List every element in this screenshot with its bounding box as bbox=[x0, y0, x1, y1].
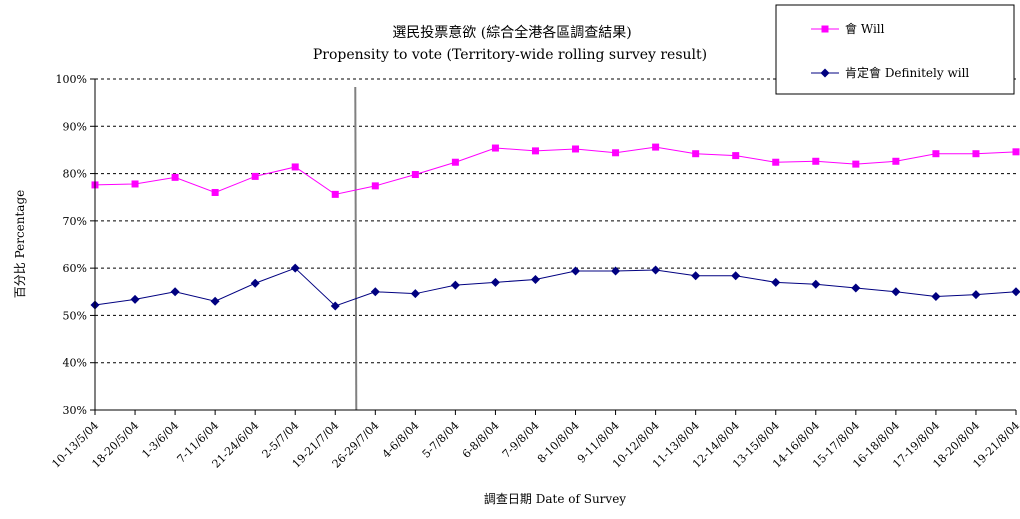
data-point bbox=[130, 294, 140, 304]
survey-divider-line bbox=[354, 86, 358, 411]
data-point bbox=[450, 280, 460, 290]
data-point bbox=[732, 152, 740, 160]
data-point bbox=[131, 180, 139, 188]
data-point bbox=[170, 287, 180, 297]
x-tick-label: 8-10/8/04 bbox=[535, 419, 582, 466]
axes bbox=[94, 79, 1016, 411]
data-point bbox=[611, 266, 621, 276]
chart-title: 選民投票意欲 (綜合全港各區調查結果) bbox=[392, 24, 631, 41]
legend-marker bbox=[820, 68, 830, 78]
legend-entry: 肯定會 Definitely will bbox=[811, 65, 969, 80]
legend-label: 肯定會 Definitely will bbox=[845, 65, 969, 80]
legend-marker bbox=[821, 25, 829, 33]
x-axis-label: 調查日期 Date of Survey bbox=[484, 492, 626, 506]
x-tick-label: 1-3/6/04 bbox=[139, 419, 181, 461]
data-point bbox=[931, 292, 941, 302]
x-axis-ticks: 10-13/5/0418-20/5/041-3/6/047-11/6/0421-… bbox=[49, 410, 1020, 471]
legend-label: 會 Will bbox=[845, 22, 885, 36]
data-point bbox=[531, 147, 539, 155]
legend: 會 Will 肯定會 Definitely will bbox=[775, 4, 1015, 95]
series-lines bbox=[90, 143, 1020, 311]
y-axis-ticks: 30% 40% 50% 60% 70% 80% 90% 100% bbox=[56, 73, 95, 417]
data-point bbox=[651, 265, 661, 275]
y-tick-label: 60% bbox=[63, 262, 87, 275]
data-point bbox=[211, 188, 219, 196]
chart-subtitle: Propensity to vote (Territory-wide rolli… bbox=[313, 47, 707, 63]
gridlines bbox=[95, 78, 1016, 364]
y-tick-label: 100% bbox=[56, 73, 87, 86]
data-point bbox=[251, 172, 259, 180]
data-point bbox=[530, 274, 540, 284]
data-point bbox=[932, 150, 940, 158]
data-point bbox=[852, 160, 860, 168]
data-point bbox=[250, 278, 260, 288]
y-tick-label: 70% bbox=[63, 215, 87, 228]
data-point bbox=[972, 150, 980, 158]
data-point bbox=[572, 145, 580, 153]
data-point bbox=[812, 157, 820, 165]
series-line bbox=[94, 146, 1017, 195]
data-point bbox=[291, 163, 299, 171]
x-tick-label: 7-9/8/04 bbox=[500, 419, 542, 461]
y-tick-label: 40% bbox=[63, 357, 87, 370]
data-point bbox=[370, 287, 380, 297]
x-tick-label: 2-5/7/04 bbox=[260, 419, 302, 461]
y-tick-label: 50% bbox=[63, 309, 87, 322]
data-point bbox=[771, 277, 781, 287]
legend-entry: 會 Will bbox=[811, 22, 885, 36]
data-point bbox=[1011, 287, 1020, 297]
x-tick-label: 4-6/8/04 bbox=[380, 419, 422, 461]
data-point bbox=[210, 296, 220, 306]
data-point bbox=[171, 173, 179, 181]
series-line bbox=[94, 267, 1017, 307]
data-point bbox=[490, 277, 500, 287]
data-point bbox=[451, 158, 459, 166]
data-point bbox=[290, 263, 300, 273]
data-point bbox=[692, 150, 700, 158]
data-point bbox=[330, 301, 340, 311]
data-point bbox=[811, 279, 821, 289]
data-point bbox=[371, 182, 379, 190]
data-point bbox=[411, 171, 419, 179]
series-2 bbox=[90, 263, 1020, 311]
data-point bbox=[731, 271, 741, 281]
y-tick-label: 80% bbox=[63, 168, 87, 181]
data-point bbox=[612, 149, 620, 157]
data-point bbox=[571, 266, 581, 276]
data-point bbox=[891, 287, 901, 297]
y-tick-label: 90% bbox=[63, 120, 87, 133]
series-1 bbox=[91, 143, 1020, 198]
y-tick-label: 30% bbox=[63, 404, 87, 417]
x-tick-label: 6-8/8/04 bbox=[460, 419, 502, 461]
data-point bbox=[892, 157, 900, 165]
y-axis-label: 百分比 Percentage bbox=[13, 190, 27, 299]
x-tick-label: 5-7/8/04 bbox=[420, 419, 462, 461]
legend-box bbox=[775, 4, 1015, 95]
data-point bbox=[410, 289, 420, 299]
data-point bbox=[491, 144, 499, 152]
data-point bbox=[971, 290, 981, 300]
data-point bbox=[331, 190, 339, 198]
data-point bbox=[1012, 148, 1020, 156]
data-point bbox=[851, 283, 861, 293]
data-point bbox=[652, 143, 660, 151]
data-point bbox=[772, 158, 780, 166]
data-point bbox=[691, 271, 701, 281]
